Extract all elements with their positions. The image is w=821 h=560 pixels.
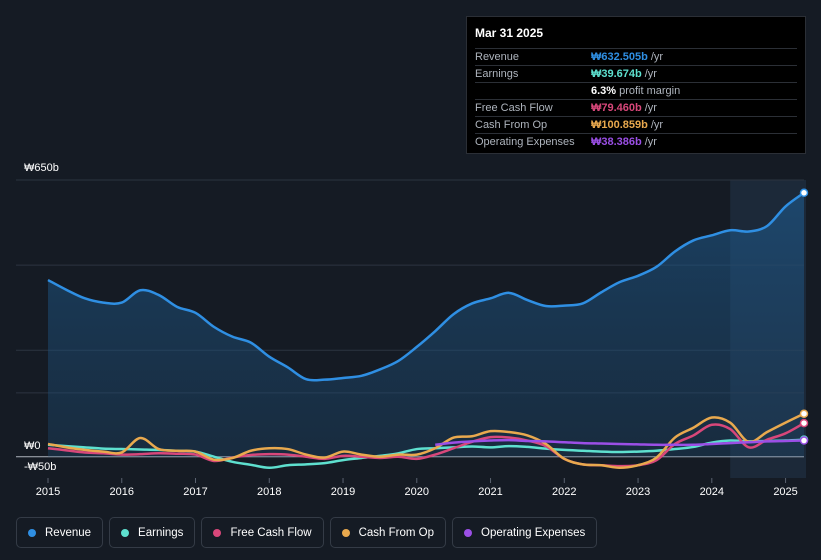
legend-label: Operating Expenses — [481, 526, 586, 539]
x-tick-label: 2022 — [552, 486, 576, 498]
tooltip-row-value: ₩79.460b — [591, 102, 642, 114]
legend-label: Cash From Op — [358, 526, 435, 539]
legend-item-earnings[interactable]: Earnings — [109, 517, 196, 548]
tooltip-rows: Revenue ₩632.505b/yr Earnings ₩39.674b/yr 6.… — [475, 49, 797, 151]
x-tick-label: 2019 — [331, 486, 355, 498]
cash-from-op-line — [47, 412, 805, 470]
x-tick-label: 2023 — [626, 486, 650, 498]
tooltip-panel: Mar 31 2025 Revenue ₩632.505b/yr Earnings ₩… — [466, 16, 806, 154]
revenue-area — [48, 192, 804, 457]
tooltip-row-unit: /yr — [644, 102, 657, 114]
tooltip-row: Earnings ₩39.674b/yr — [475, 66, 797, 83]
tooltip-row-label: Revenue — [475, 51, 520, 63]
free-cash-flow-endpoint — [799, 418, 809, 428]
revenue-endpoint — [799, 188, 809, 198]
tooltip-row-label: Cash From Op — [475, 119, 548, 131]
tooltip-row: 6.3% profit margin — [475, 83, 797, 100]
tooltip-row-unit: /yr — [650, 51, 664, 63]
legend-dot-icon — [121, 528, 130, 537]
legend-dot-icon — [464, 528, 473, 537]
legend-label: Revenue — [45, 526, 92, 539]
tooltip-row-value: ₩100.859b — [591, 119, 648, 131]
x-tick-label: 2017 — [183, 486, 207, 498]
series-layer — [47, 188, 809, 470]
tooltip-row-label: Operating Expenses — [475, 136, 575, 148]
y-bottom-label: -₩50b — [24, 461, 56, 473]
tooltip-row-value: 6.3% — [591, 85, 617, 97]
x-tick-label: 2018 — [257, 486, 281, 498]
y-top-label: ₩650b — [24, 162, 59, 174]
legend-dot-icon — [213, 528, 222, 537]
legend-label: Earnings — [138, 526, 184, 539]
legend-item-free-cash-flow[interactable]: Free Cash Flow — [201, 517, 324, 548]
x-tick-label: 2024 — [700, 486, 724, 498]
x-tick-label: 2021 — [478, 486, 502, 498]
tooltip-row-unit: /yr — [650, 119, 664, 131]
revenue-line — [47, 191, 805, 382]
legend-dot-icon — [28, 528, 36, 537]
tooltip-row: Cash From Op ₩100.859b/yr — [475, 117, 797, 134]
tooltip-date: Mar 31 2025 — [475, 25, 797, 49]
legend: Revenue Earnings Free Cash Flow Cash From O… — [16, 517, 598, 548]
legend-item-operating-expenses[interactable]: Operating Expenses — [452, 517, 598, 548]
free-cash-flow-line — [47, 421, 805, 468]
cash-from-op-endpoint — [799, 409, 809, 418]
tooltip-row-unit: /yr — [644, 136, 657, 148]
operating-expenses-line — [435, 438, 805, 447]
x-tick-label: 2020 — [405, 486, 429, 498]
tooltip-row: Operating Expenses ₩38.386b/yr — [475, 134, 797, 151]
operating-expenses-endpoint — [799, 436, 809, 445]
tooltip-row-label — [475, 83, 591, 99]
tooltip-row-value: ₩39.674b — [591, 68, 642, 80]
tooltip-row-unit: /yr — [644, 68, 657, 80]
tooltip-row: Free Cash Flow ₩79.460b/yr — [475, 100, 797, 117]
legend-dot-icon — [341, 528, 350, 537]
legend-item-cash-from-op[interactable]: Cash From Op — [329, 517, 447, 548]
tooltip-row: Revenue ₩632.505b/yr — [475, 49, 797, 66]
legend-item-revenue[interactable]: Revenue — [16, 517, 104, 548]
y-zero-label: ₩0 — [24, 440, 41, 452]
tooltip-row-label: Free Cash Flow — [475, 102, 553, 114]
x-tick-label: 2016 — [110, 486, 134, 498]
tooltip-row-value: ₩38.386b — [591, 136, 642, 148]
x-tick-label: 2015 — [36, 486, 60, 498]
tooltip-row-value: ₩632.505b — [591, 51, 648, 63]
x-axis: 2015 2016 2017 2018 2019 2020 2021 2022 2023 2024… — [36, 478, 798, 498]
tooltip-row-label: Earnings — [475, 68, 519, 80]
x-tick-label: 2025 — [773, 486, 797, 498]
tooltip-row-unit: profit margin — [619, 85, 681, 97]
legend-label: Free Cash Flow — [230, 526, 312, 539]
